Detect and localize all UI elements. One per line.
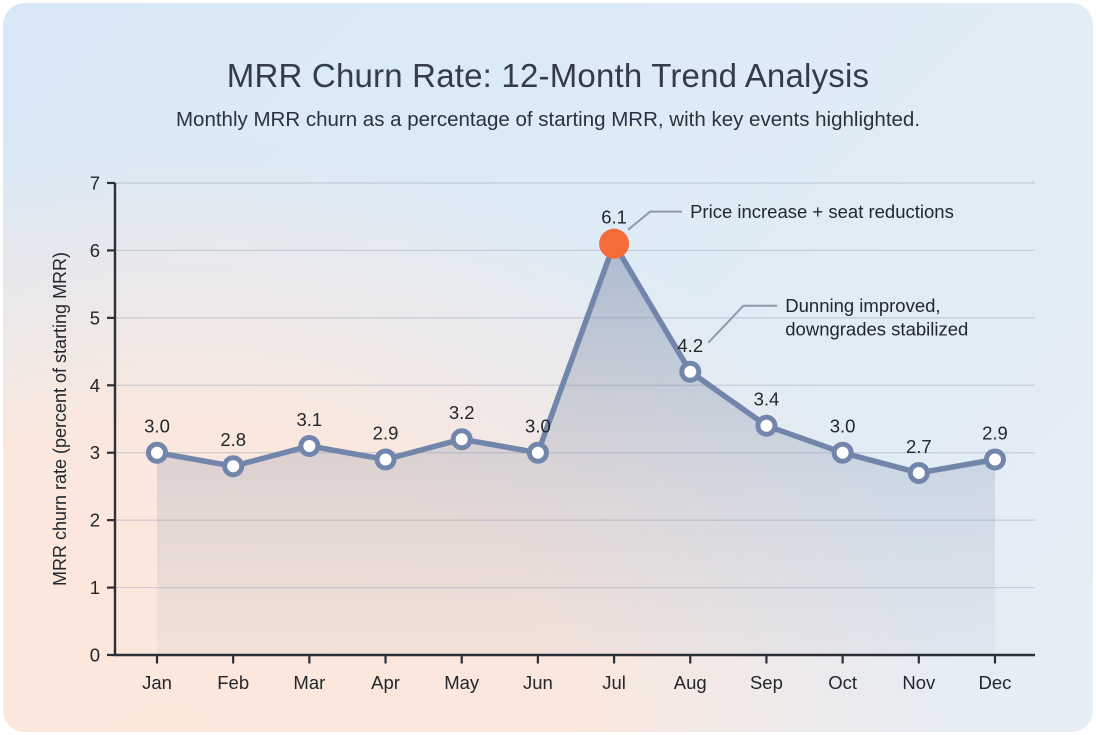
highlight-point-Jul (599, 228, 630, 259)
y-tick-label-6: 6 (90, 240, 100, 261)
data-point-Feb (222, 455, 245, 478)
x-tick-label-Jun: Jun (523, 672, 553, 693)
x-tick-label-Nov: Nov (902, 672, 936, 693)
annotation-text-1-line-0: Dunning improved, (785, 295, 940, 316)
value-label-Jan: 3.0 (144, 416, 170, 437)
value-label-Oct: 3.0 (830, 416, 856, 437)
value-label-Nov: 2.7 (906, 436, 932, 457)
value-label-Sep: 3.4 (754, 389, 780, 410)
y-tick-label-5: 5 (90, 307, 100, 328)
annotation-leader-0 (627, 210, 683, 231)
data-point-Oct (831, 441, 854, 464)
line-chart: 0 1 2 3 4 5 6 7 Jan Feb Mar Apr May Jun Jul Aug Sep Oct No… (50, 172, 1035, 693)
x-tick-label-Mar: Mar (293, 672, 325, 693)
data-point-Nov (907, 461, 930, 484)
data-point-Jan (146, 441, 168, 464)
x-tick-label-May: May (444, 672, 480, 693)
x-tick-label-Aug: Aug (674, 672, 707, 693)
value-label-Dec: 2.9 (982, 422, 1008, 443)
data-point-Aug (679, 360, 702, 383)
value-label-Feb: 2.8 (220, 429, 246, 450)
y-axis-title: MRR churn rate (percent of starting MRR) (50, 252, 70, 586)
data-point-Jun (526, 441, 549, 464)
trend-line (154, 240, 998, 476)
area-fill (157, 243, 995, 655)
value-label-Jun: 3.0 (525, 416, 551, 437)
chart-card: 0 1 2 3 4 5 6 7 Jan Feb Mar Apr May Jun Jul Aug Sep Oct No… (3, 3, 1093, 732)
data-point-May (450, 428, 473, 451)
x-tick-label-Jan: Jan (142, 672, 172, 693)
annotation-text-1-line-1: downgrades stabilized (785, 318, 968, 339)
y-tick-label-1: 1 (90, 577, 100, 598)
y-tick-label-0: 0 (90, 644, 100, 665)
value-label-Jul: 6.1 (601, 207, 627, 228)
y-tick-label-4: 4 (90, 375, 100, 396)
annotation-text-0-line-0: Price increase + seat reductions (690, 201, 954, 222)
y-tick-label-2: 2 (90, 510, 100, 531)
x-tick-label-Oct: Oct (828, 672, 857, 693)
x-tick-label-Dec: Dec (979, 672, 1012, 693)
value-label-Mar: 3.1 (297, 409, 323, 430)
x-tick-label-Jul: Jul (602, 672, 626, 693)
y-tick-label-3: 3 (90, 442, 100, 463)
x-tick-label-Apr: Apr (371, 672, 400, 693)
value-label-Apr: 2.9 (373, 422, 399, 443)
x-tick-label-Feb: Feb (217, 672, 249, 693)
value-label-Aug: 4.2 (677, 335, 703, 356)
data-point-Dec (983, 448, 1006, 471)
y-tick-label-7: 7 (90, 172, 100, 193)
data-point-Apr (374, 448, 397, 471)
value-label-May: 3.2 (449, 402, 475, 423)
annotation-leader-1 (707, 304, 778, 344)
data-point-Sep (755, 414, 778, 437)
data-point-Mar (298, 434, 321, 457)
x-tick-label-Sep: Sep (750, 672, 783, 693)
